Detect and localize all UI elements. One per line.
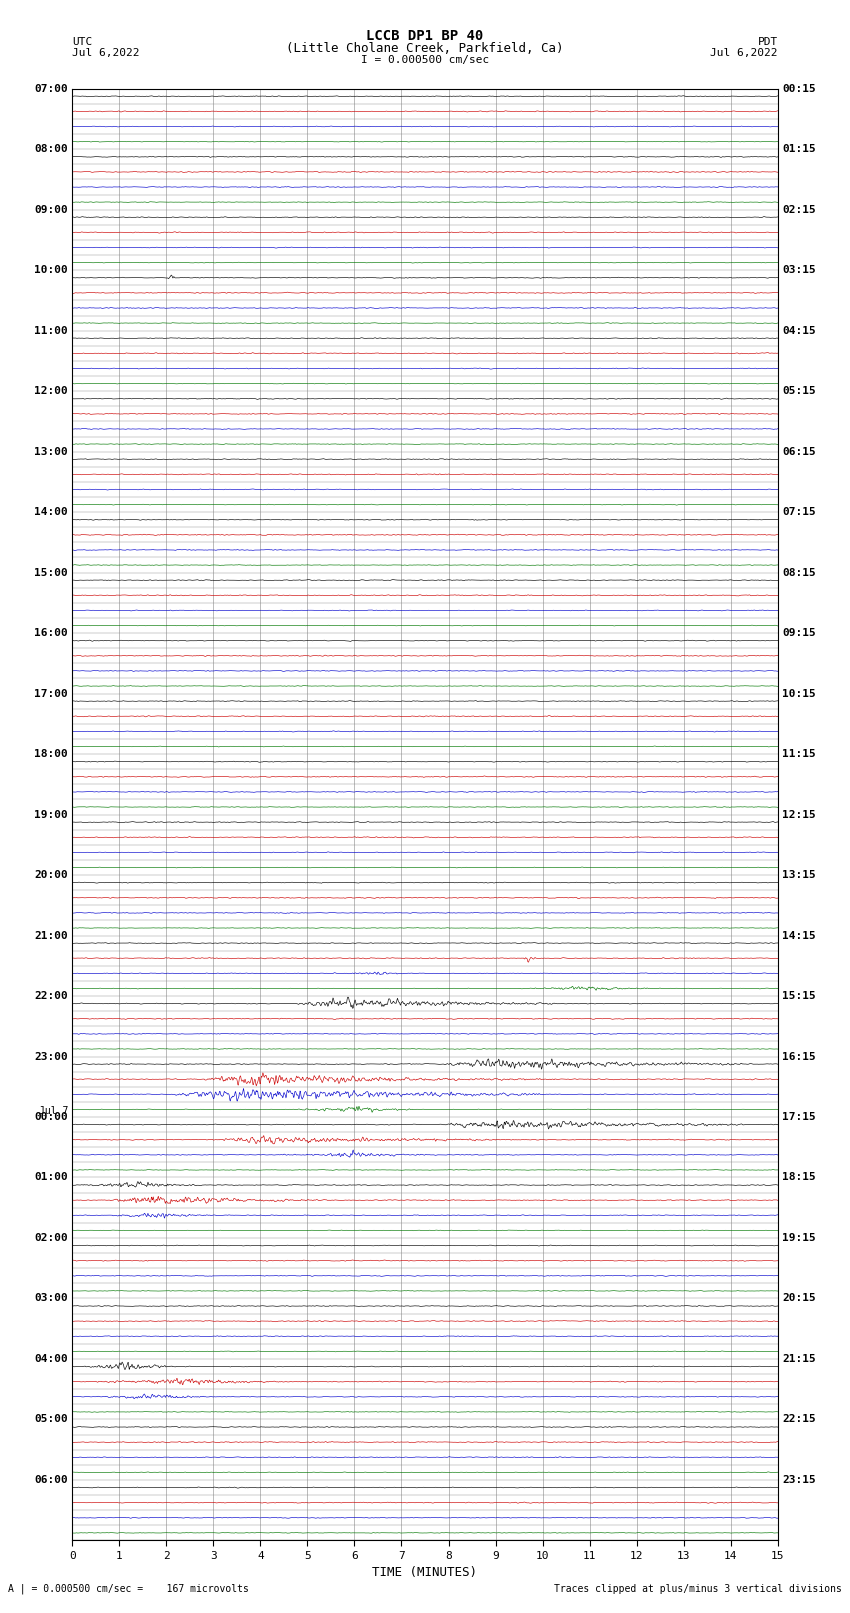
- Text: 14:15: 14:15: [782, 931, 816, 940]
- Text: 23:15: 23:15: [782, 1474, 816, 1486]
- Text: LCCB DP1 BP 40: LCCB DP1 BP 40: [366, 29, 484, 44]
- Text: A | = 0.000500 cm/sec =    167 microvolts: A | = 0.000500 cm/sec = 167 microvolts: [8, 1582, 249, 1594]
- Text: 14:00: 14:00: [34, 506, 68, 518]
- Text: Jul 6,2022: Jul 6,2022: [711, 48, 778, 58]
- Text: 01:00: 01:00: [34, 1173, 68, 1182]
- Text: UTC: UTC: [72, 37, 93, 47]
- Text: 16:00: 16:00: [34, 627, 68, 639]
- Text: 07:15: 07:15: [782, 506, 816, 518]
- Text: 11:15: 11:15: [782, 748, 816, 760]
- Text: 04:15: 04:15: [782, 326, 816, 336]
- Text: 16:15: 16:15: [782, 1052, 816, 1061]
- Text: 00:15: 00:15: [782, 84, 816, 94]
- Text: Jul 7: Jul 7: [38, 1105, 68, 1116]
- Text: 18:15: 18:15: [782, 1173, 816, 1182]
- Text: 03:00: 03:00: [34, 1294, 68, 1303]
- Text: 00:00: 00:00: [34, 1111, 68, 1123]
- Text: 20:00: 20:00: [34, 869, 68, 881]
- Text: 01:15: 01:15: [782, 144, 816, 155]
- Text: 19:00: 19:00: [34, 810, 68, 819]
- Text: I = 0.000500 cm/sec: I = 0.000500 cm/sec: [361, 55, 489, 65]
- Text: 06:00: 06:00: [34, 1474, 68, 1486]
- Text: 15:15: 15:15: [782, 990, 816, 1002]
- Text: 06:15: 06:15: [782, 447, 816, 456]
- Text: 03:15: 03:15: [782, 265, 816, 276]
- Text: Jul 6,2022: Jul 6,2022: [72, 48, 139, 58]
- Text: 09:15: 09:15: [782, 627, 816, 639]
- Text: 21:15: 21:15: [782, 1353, 816, 1365]
- Text: 13:00: 13:00: [34, 447, 68, 456]
- Text: 09:00: 09:00: [34, 205, 68, 215]
- Text: 23:00: 23:00: [34, 1052, 68, 1061]
- Text: 20:15: 20:15: [782, 1294, 816, 1303]
- Text: 10:00: 10:00: [34, 265, 68, 276]
- Text: 18:00: 18:00: [34, 748, 68, 760]
- Text: Traces clipped at plus/minus 3 vertical divisions: Traces clipped at plus/minus 3 vertical …: [553, 1584, 842, 1594]
- Text: 04:00: 04:00: [34, 1353, 68, 1365]
- Text: 10:15: 10:15: [782, 689, 816, 698]
- Text: 17:15: 17:15: [782, 1111, 816, 1123]
- Text: 15:00: 15:00: [34, 568, 68, 577]
- Text: 22:00: 22:00: [34, 990, 68, 1002]
- Text: (Little Cholane Creek, Parkfield, Ca): (Little Cholane Creek, Parkfield, Ca): [286, 42, 564, 55]
- Text: 05:00: 05:00: [34, 1415, 68, 1424]
- Text: 21:00: 21:00: [34, 931, 68, 940]
- Text: 12:00: 12:00: [34, 386, 68, 397]
- Text: 07:00: 07:00: [34, 84, 68, 94]
- Text: 12:15: 12:15: [782, 810, 816, 819]
- Text: 08:15: 08:15: [782, 568, 816, 577]
- Text: 02:00: 02:00: [34, 1232, 68, 1244]
- X-axis label: TIME (MINUTES): TIME (MINUTES): [372, 1566, 478, 1579]
- Text: 17:00: 17:00: [34, 689, 68, 698]
- Text: PDT: PDT: [757, 37, 778, 47]
- Text: 19:15: 19:15: [782, 1232, 816, 1244]
- Text: 22:15: 22:15: [782, 1415, 816, 1424]
- Text: 02:15: 02:15: [782, 205, 816, 215]
- Text: 05:15: 05:15: [782, 386, 816, 397]
- Text: 13:15: 13:15: [782, 869, 816, 881]
- Text: 08:00: 08:00: [34, 144, 68, 155]
- Text: 11:00: 11:00: [34, 326, 68, 336]
